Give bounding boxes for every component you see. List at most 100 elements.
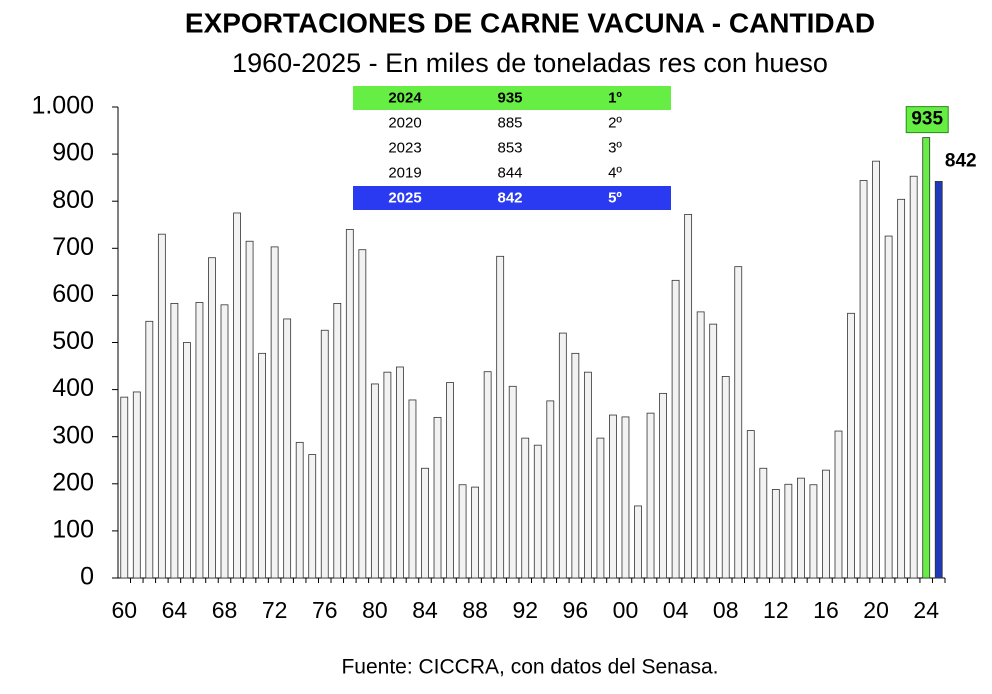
x-tick-label: 20 [863, 597, 889, 623]
bar [709, 323, 718, 579]
bar [521, 437, 530, 579]
table-cell: 2019 [388, 164, 421, 181]
bar [909, 175, 918, 579]
bar [195, 302, 204, 579]
bar [145, 320, 154, 579]
bar [358, 249, 367, 579]
bar [295, 441, 304, 579]
bar [233, 212, 241, 579]
x-tick-label: 84 [412, 597, 438, 623]
bar [458, 484, 467, 579]
bar [621, 416, 630, 579]
x-tick-label: 88 [462, 597, 488, 623]
bar [446, 382, 454, 579]
bar [546, 400, 555, 579]
bar [822, 469, 830, 579]
bar [558, 332, 567, 579]
table-cell: 2025 [388, 189, 421, 206]
data-label: 842 [945, 150, 977, 171]
table-cell: 2020 [388, 114, 421, 131]
x-tick-label: 60 [111, 597, 137, 623]
y-tick-label: 700 [52, 233, 94, 261]
table-cell: 844 [497, 164, 522, 181]
bar [270, 246, 279, 579]
bar [508, 385, 517, 579]
bar [784, 483, 793, 579]
table-cell: 935 [497, 89, 522, 106]
bar [170, 303, 179, 579]
bar [634, 505, 642, 579]
x-tick-label: 08 [713, 597, 739, 623]
bar [396, 366, 404, 579]
table-cell: 2024 [388, 89, 422, 106]
bar [771, 489, 780, 579]
bar [308, 454, 317, 579]
x-tick-label: 16 [813, 597, 839, 623]
bar [809, 484, 818, 579]
bar [408, 399, 417, 579]
bar [283, 318, 292, 579]
bar [132, 391, 141, 579]
bar [759, 467, 768, 579]
x-tick-label: 92 [512, 597, 538, 623]
bar [596, 437, 605, 579]
bar [721, 376, 730, 579]
bar [383, 371, 392, 579]
bar [922, 137, 931, 579]
bar [245, 240, 254, 579]
bar [483, 371, 492, 579]
y-tick-label: 900 [52, 139, 94, 167]
bar [847, 312, 855, 579]
x-tick-label: 76 [312, 597, 338, 623]
table-cell: 885 [497, 114, 522, 131]
table-cell: 2º [608, 114, 622, 131]
bar [157, 233, 166, 579]
chart-subtitle: 1960-2025 - En miles de toneladas res co… [232, 48, 828, 78]
bar [934, 181, 943, 579]
x-tick-label: 24 [913, 597, 939, 623]
table-cell: 4º [608, 164, 622, 181]
bar [897, 198, 906, 579]
bar [646, 412, 655, 579]
bar [433, 416, 442, 579]
bar [684, 213, 693, 579]
table-cell: 853 [497, 139, 522, 156]
table-row-bg [353, 86, 671, 110]
bar [696, 311, 705, 579]
y-tick-label: 600 [52, 280, 94, 308]
bar [471, 486, 480, 579]
bar [734, 266, 743, 579]
bar [320, 329, 329, 579]
x-tick-label: 64 [162, 597, 188, 623]
bar [609, 414, 617, 579]
bar [571, 352, 580, 579]
bar [583, 371, 592, 579]
data-label-box [905, 106, 949, 134]
bar [872, 160, 880, 579]
y-tick-label: 100 [52, 516, 94, 544]
y-tick-label: 800 [52, 186, 94, 214]
bar [421, 467, 429, 579]
bar [370, 383, 379, 579]
x-tick-label: 12 [763, 597, 789, 623]
table-cell: 1º [608, 89, 622, 106]
bar [120, 396, 129, 579]
bar [834, 430, 843, 579]
y-tick-label: 1.000 [31, 92, 94, 120]
bar [208, 257, 216, 579]
x-tick-label: 68 [212, 597, 238, 623]
x-tick-label: 80 [362, 597, 388, 623]
table-cell: 3º [608, 139, 622, 156]
bar [884, 235, 893, 579]
bar [533, 444, 542, 579]
bar [659, 392, 667, 579]
bar [496, 255, 505, 579]
bar [797, 477, 805, 579]
x-tick-label: 00 [613, 597, 639, 623]
bar [859, 180, 868, 579]
x-tick-label: 96 [563, 597, 589, 623]
y-tick-label: 400 [52, 374, 94, 402]
table-cell: 2023 [388, 139, 421, 156]
table-cell: 5º [608, 189, 622, 206]
